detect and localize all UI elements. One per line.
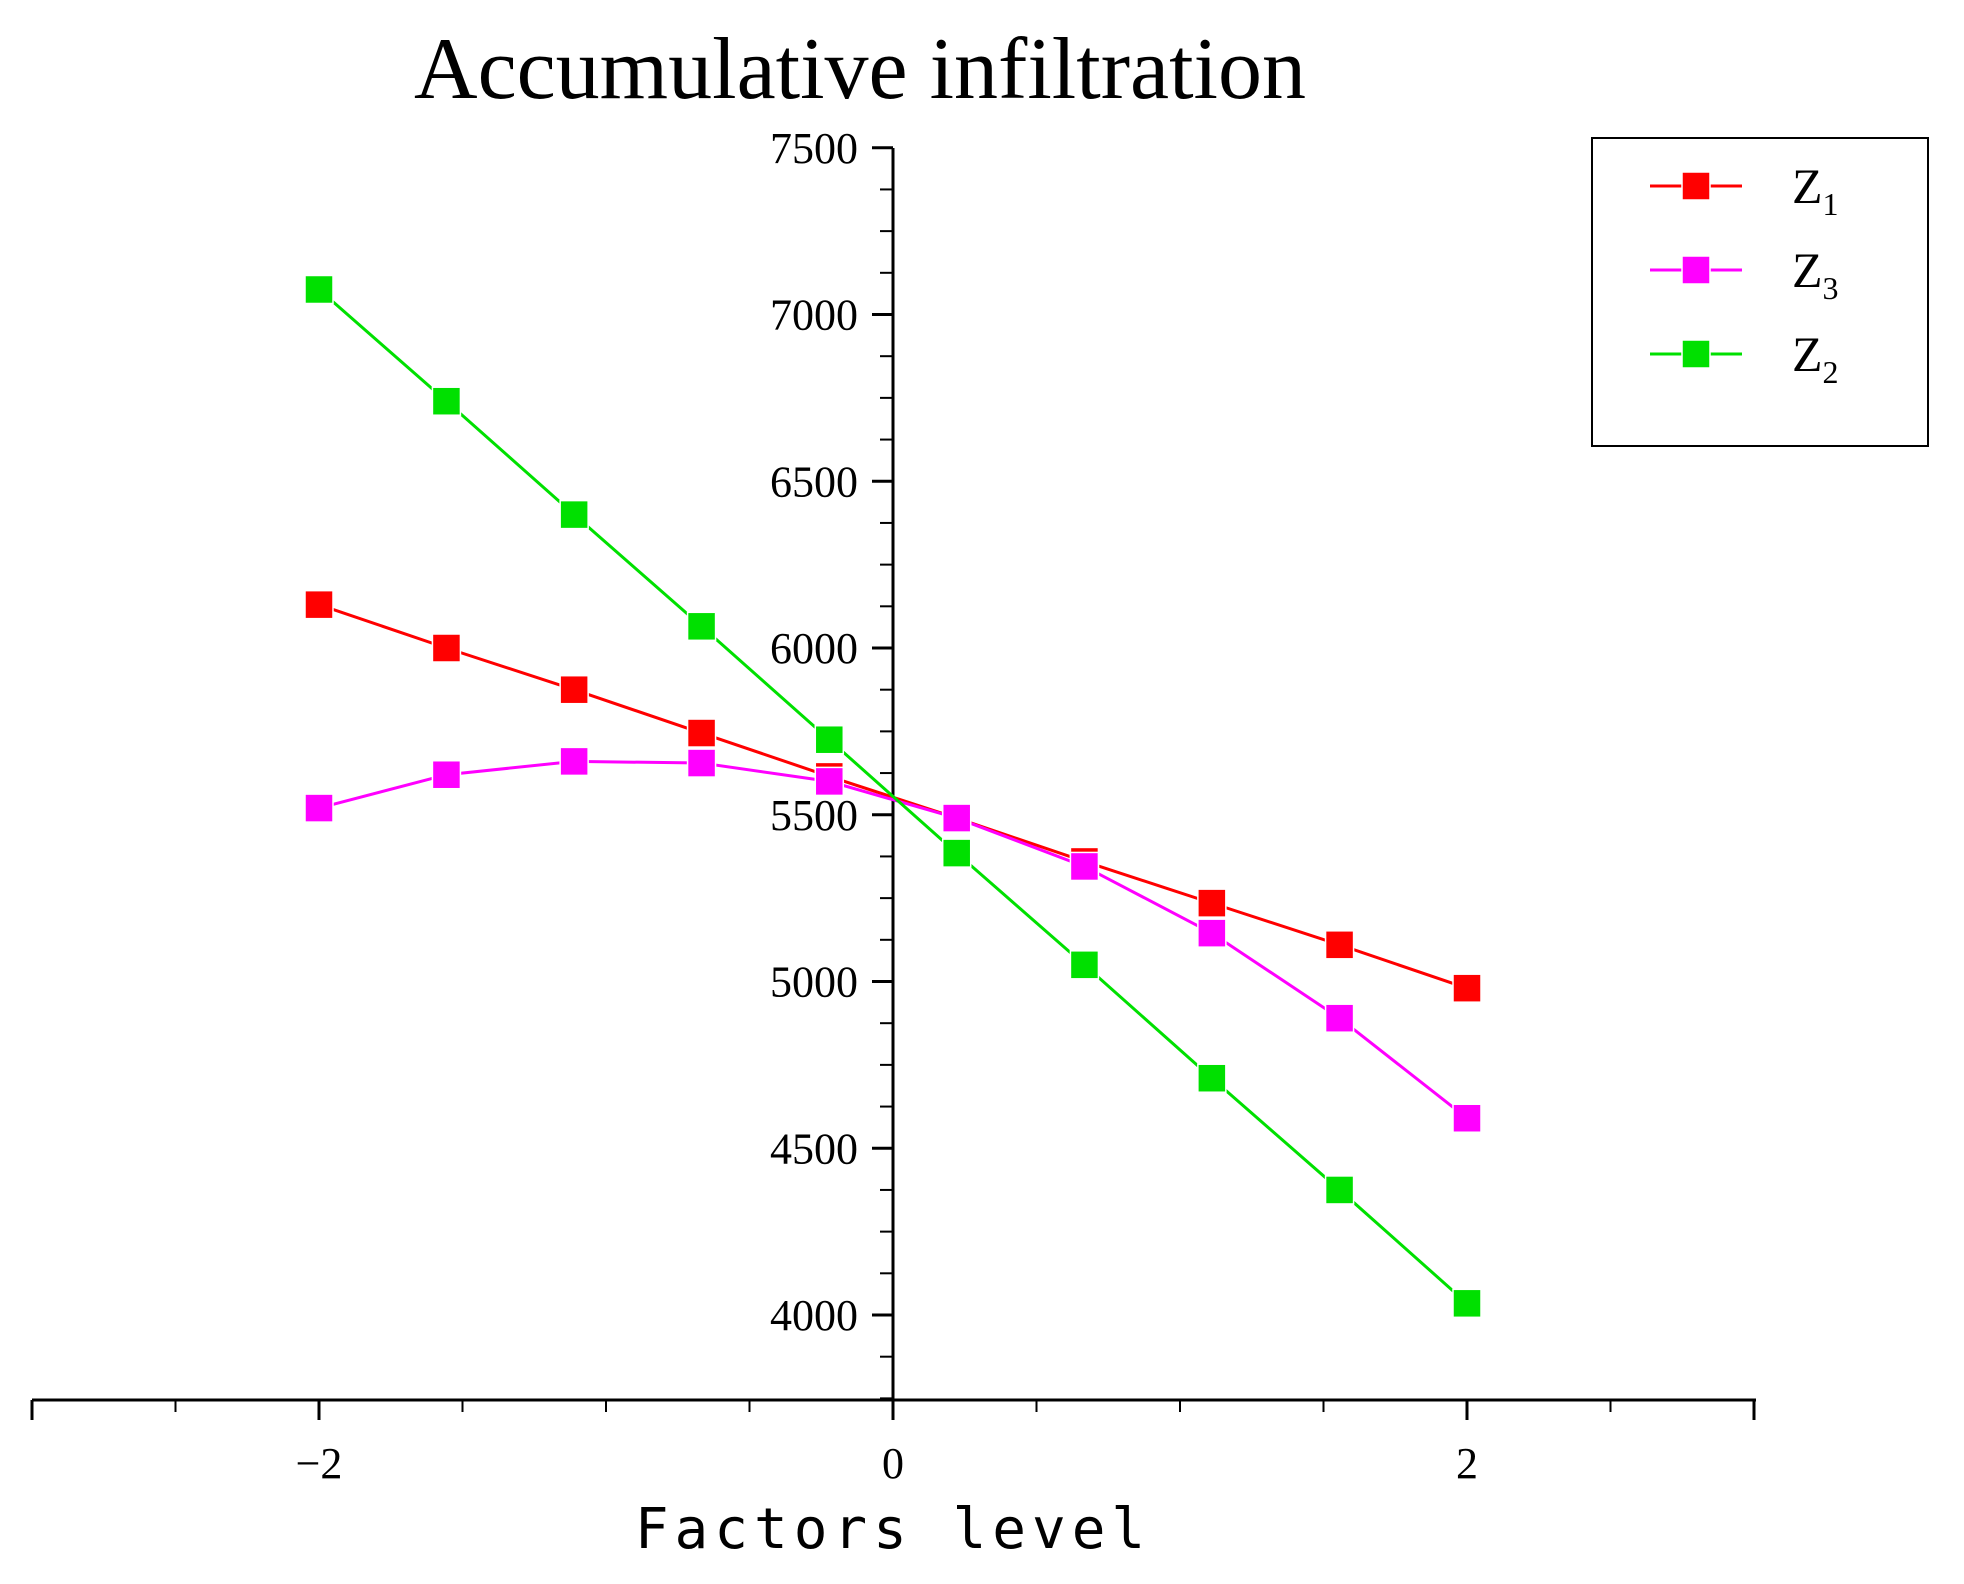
series-line-z2 [318,288,1468,1305]
y-tick-label: 4500 [770,1124,858,1173]
data-point-z1 [304,589,334,620]
x-axis-label: Factors level [635,1497,1151,1562]
y-ticks: 4000 4500 5000 5500 6000 6500 7000 7500 [770,124,893,1400]
data-point-z3 [304,793,334,823]
data-point-z3 [1324,1003,1355,1033]
y-tick-label: 5000 [770,958,858,1007]
data-point-z3 [1069,851,1100,882]
data-point-z2 [1069,950,1100,980]
data-point-z1 [1324,930,1355,960]
data-point-z1 [559,674,589,705]
data-point-z2 [1324,1175,1355,1205]
data-point-z3 [814,766,845,797]
legend-box [1591,137,1929,447]
legend-label-z1: Z1 [1792,158,1839,222]
legend: Z1 Z3 Z2 [1591,137,1929,447]
data-point-z3 [559,746,589,777]
legend-label-z2: Z2 [1792,326,1839,390]
series-z3 [304,746,1482,1133]
data-point-z2 [304,274,334,305]
x-tick-label: −2 [296,1439,343,1488]
y-tick-label: 5500 [770,791,858,840]
axes [32,148,1756,1402]
series-layer [304,274,1482,1319]
x-tick-label: 0 [882,1439,904,1488]
data-point-z2 [1452,1288,1482,1319]
y-tick-label: 6500 [770,457,858,506]
data-point-z3 [686,748,717,778]
data-point-z3 [1452,1103,1482,1133]
legend-label-z3: Z3 [1792,242,1839,306]
series-z2 [304,274,1482,1319]
series-line-z3 [318,759,1468,1120]
data-point-z2 [559,499,589,530]
data-point-z1 [1452,973,1482,1003]
data-point-z2 [686,611,717,642]
data-point-z1 [431,633,462,663]
data-point-z3 [941,803,972,833]
y-tick-label: 6000 [770,624,858,673]
x-ticks: −2 0 2 [30,1400,1756,1488]
legend-marker-z2 [1681,339,1711,369]
legend-marker-z3 [1681,255,1711,285]
y-tick-label: 7000 [770,291,858,340]
chart-title: Accumulative infiltration [414,21,1306,118]
legend-marker-z1 [1681,171,1711,201]
y-tick-label: 4000 [770,1291,858,1340]
data-point-z2 [1197,1063,1227,1093]
data-point-z2 [941,838,972,868]
data-point-z3 [1197,918,1227,948]
data-point-z3 [431,759,462,790]
x-tick-label: 2 [1456,1439,1478,1488]
data-point-z2 [431,386,462,416]
data-point-z1 [686,718,717,748]
data-point-z2 [814,724,845,755]
y-tick-label: 7500 [770,124,858,173]
data-point-z1 [1197,888,1227,918]
